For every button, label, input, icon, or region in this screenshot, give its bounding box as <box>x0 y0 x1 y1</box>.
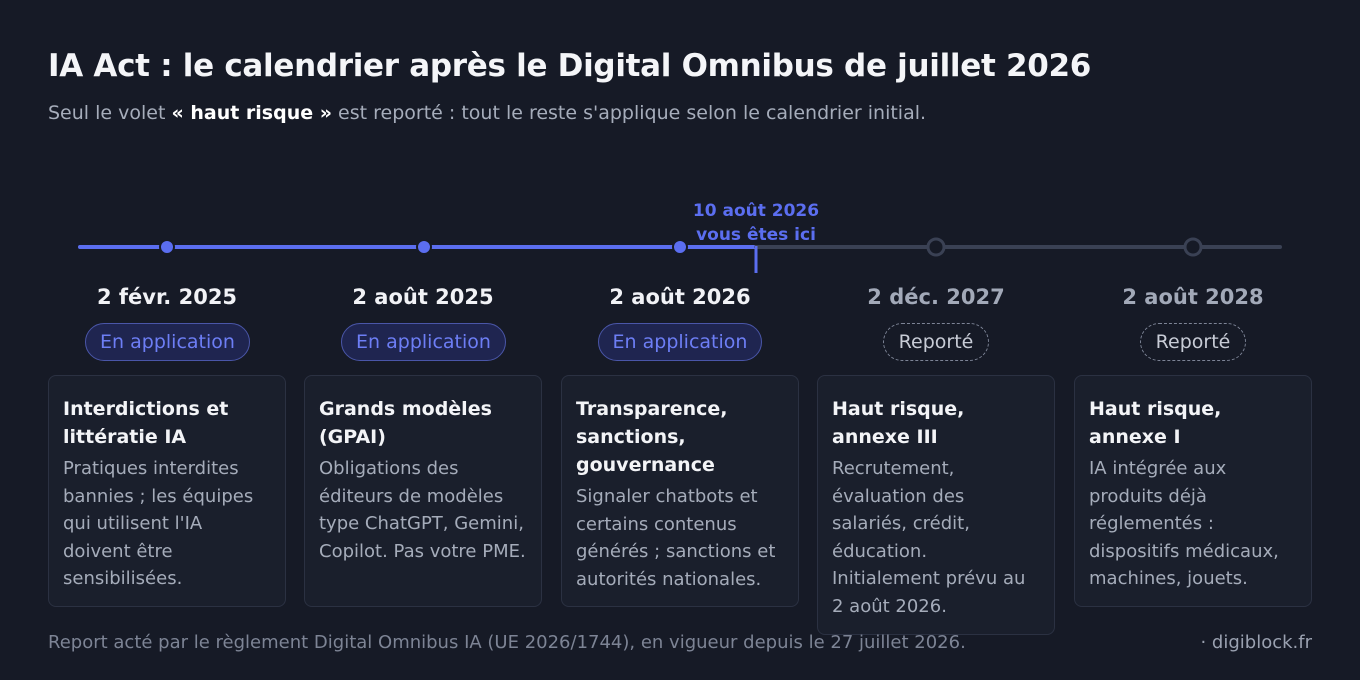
subtitle-highlight: « haut risque » <box>171 102 333 124</box>
today-caption: vous êtes ici <box>696 225 816 245</box>
milestone-card: Transparence, sanctions, gouvernance Sig… <box>561 375 799 607</box>
subtitle-rest: est reporté : tout le reste s'applique s… <box>332 102 927 124</box>
milestone-title: Grands modèles (GPAI) <box>319 398 492 448</box>
subtitle-lead: Seul le volet <box>48 102 172 124</box>
milestone-date: 2 août 2025 <box>352 285 494 309</box>
status-badge: En application <box>85 323 250 361</box>
milestone-title: Interdictions et littératie IA <box>63 398 229 448</box>
status-badge: En application <box>598 323 762 361</box>
milestone-description: Pratiques interdites bannies ; les équip… <box>63 458 254 589</box>
page-title: IA Act : le calendrier après le Digital … <box>48 48 1092 84</box>
milestone-description: IA intégrée aux produits déjà réglementé… <box>1089 458 1279 589</box>
milestone-card: Grands modèles (GPAI) Obligations des éd… <box>304 375 542 607</box>
status-badge: En application <box>341 323 506 361</box>
footer-source: · digiblock.fr <box>1200 632 1312 653</box>
timeline-dot-1 <box>159 239 175 255</box>
footer-note: Report acté par le règlement Digital Omn… <box>48 632 966 653</box>
status-badge: Reporté <box>1140 323 1246 361</box>
milestone-date: 2 févr. 2025 <box>96 285 238 309</box>
milestone-card: Interdictions et littératie IA Pratiques… <box>48 375 286 607</box>
today-date: 10 août 2026 <box>692 201 820 221</box>
milestone-title: Transparence, sanctions, gouvernance <box>576 398 728 476</box>
milestone-title: Haut risque, annexe III <box>832 398 965 448</box>
timeline-dot-2 <box>416 239 432 255</box>
timeline <box>0 0 1360 300</box>
timeline-dot-4 <box>926 237 946 257</box>
milestone-date: 2 août 2026 <box>609 285 751 309</box>
milestone-title: Haut risque, annexe I <box>1089 398 1222 448</box>
milestone-date: 2 août 2028 <box>1122 285 1264 309</box>
timeline-dot-5 <box>1183 237 1203 257</box>
page-subtitle: Seul le volet « haut risque » est report… <box>48 102 926 124</box>
today-marker-label: 10 août 2026 vous êtes ici <box>656 199 856 247</box>
timeline-graphic <box>78 237 1282 273</box>
milestone-description: Obligations des éditeurs de modèles type… <box>319 458 526 562</box>
milestone-card: Haut risque, annexe I IA intégrée aux pr… <box>1074 375 1312 607</box>
milestone-card: Haut risque, annexe III Recrutement, éva… <box>817 375 1055 635</box>
milestone-description: Signaler chatbots et certains contenus g… <box>576 486 776 590</box>
status-badge: Reporté <box>883 323 989 361</box>
milestone-description: Recrutement, évaluation des salariés, cr… <box>832 458 1026 617</box>
milestone-date: 2 déc. 2027 <box>867 285 1005 309</box>
